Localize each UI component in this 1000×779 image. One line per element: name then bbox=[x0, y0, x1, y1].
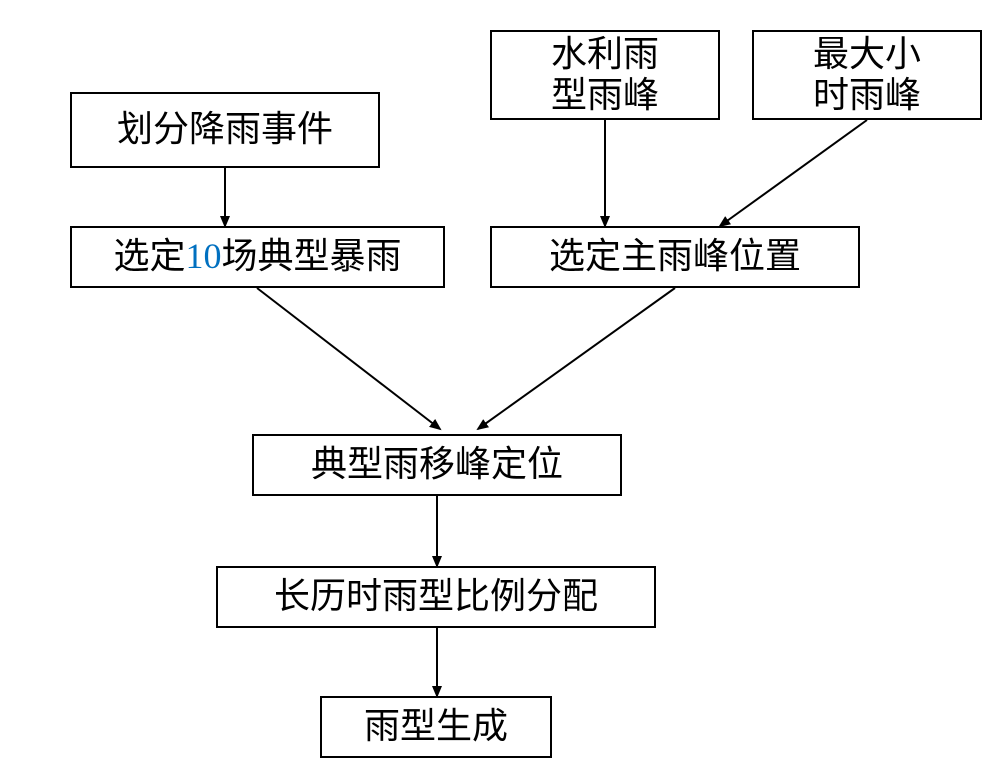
node-label-post: 场典型暴雨 bbox=[222, 236, 402, 277]
node-label: 长历时雨型比例分配 bbox=[274, 576, 598, 617]
flowchart-node-n5: 选定主雨峰位置 bbox=[490, 226, 860, 288]
node-label: 选定主雨峰位置 bbox=[549, 236, 801, 277]
flowchart-node-n8: 雨型生成 bbox=[320, 696, 552, 758]
flowchart-node-n7: 长历时雨型比例分配 bbox=[216, 566, 656, 628]
node-label-num: 10 bbox=[186, 236, 222, 277]
edge-n4-n5 bbox=[720, 120, 867, 226]
flowchart-node-n3: 水利雨型雨峰 bbox=[490, 30, 720, 120]
flowchart-node-n2a: 选定10场典型暴雨 bbox=[70, 226, 445, 288]
node-label: 最大小时雨峰 bbox=[813, 34, 921, 117]
flowchart-node-n6: 典型雨移峰定位 bbox=[252, 434, 622, 496]
node-label: 水利雨型雨峰 bbox=[551, 34, 659, 117]
node-label-pre: 选定 bbox=[113, 236, 185, 277]
flowchart-node-n1: 划分降雨事件 bbox=[70, 92, 380, 168]
node-label: 典型雨移峰定位 bbox=[311, 444, 563, 485]
edge-n2a-n6 bbox=[257, 288, 440, 429]
flowchart-node-n4: 最大小时雨峰 bbox=[752, 30, 982, 120]
node-label: 划分降雨事件 bbox=[117, 109, 333, 150]
edge-n5-n6 bbox=[478, 288, 675, 429]
node-label: 雨型生成 bbox=[364, 706, 508, 747]
